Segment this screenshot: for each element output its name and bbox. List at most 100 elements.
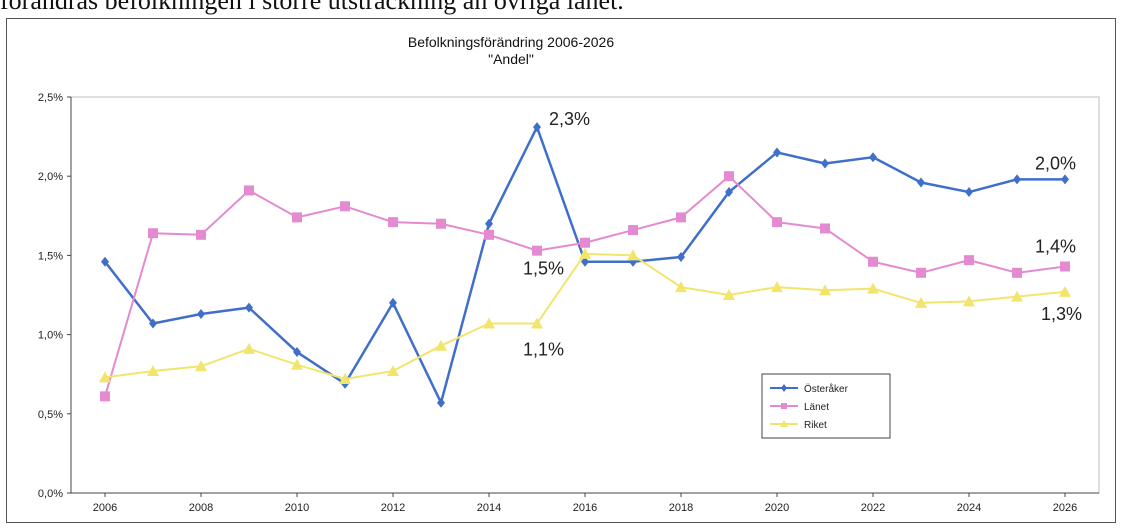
y-tick-label: 2,5% xyxy=(38,92,63,104)
chart-frame: Befolkningsförändring 2006-2026 "Andel" … xyxy=(6,18,1116,523)
data-point-triangle xyxy=(531,317,543,329)
data-point-triangle xyxy=(387,365,399,377)
data-point-square xyxy=(388,217,398,228)
series-2 xyxy=(100,171,1070,402)
series-line xyxy=(104,175,1066,397)
data-label: 2,0% xyxy=(1035,153,1076,173)
data-point-square xyxy=(916,267,926,278)
data-point-triangle xyxy=(963,295,975,307)
data-point-triangle xyxy=(627,249,639,261)
x-tick-label: 2014 xyxy=(477,502,501,514)
data-point-triangle xyxy=(723,289,735,300)
x-tick-label: 2022 xyxy=(861,502,885,514)
x-tick-label: 2026 xyxy=(1053,502,1077,514)
data-point-triangle xyxy=(339,372,351,384)
data-point-triangle xyxy=(1059,285,1071,297)
data-point-diamond xyxy=(1061,174,1069,185)
data-point-square xyxy=(484,229,494,240)
page-intro-text: förändras befolkningen i större utsträck… xyxy=(0,0,624,15)
data-point-triangle xyxy=(675,281,687,293)
data-point-triangle xyxy=(915,296,927,308)
population-change-chart: Befolkningsförändring 2006-2026 "Andel" … xyxy=(38,34,1100,514)
legend-marker xyxy=(780,420,788,427)
x-tick-label: 2020 xyxy=(765,502,789,514)
data-point-square xyxy=(628,225,638,236)
data-point-diamond xyxy=(149,318,157,329)
data-point-square xyxy=(1060,261,1070,272)
data-point-diamond xyxy=(917,177,925,188)
data-label: 1,3% xyxy=(1041,304,1082,324)
data-point-diamond xyxy=(821,158,829,169)
data-point-triangle xyxy=(867,282,879,294)
x-tick-label: 2024 xyxy=(957,502,981,514)
data-point-diamond xyxy=(533,122,541,133)
legend-entry: Riket xyxy=(804,420,827,431)
x-tick-label: 2012 xyxy=(381,502,405,514)
data-point-square xyxy=(772,217,782,228)
legend-marker xyxy=(781,384,787,392)
data-point-square xyxy=(532,245,542,256)
data-point-square xyxy=(580,237,590,248)
data-label: 1,4% xyxy=(1035,236,1076,256)
data-point-square xyxy=(724,171,734,182)
data-point-diamond xyxy=(725,187,733,198)
data-point-triangle xyxy=(819,284,831,296)
chart-title: Befolkningsförändring 2006-2026 xyxy=(408,34,614,50)
data-point-triangle xyxy=(147,365,159,377)
y-tick-label: 1,0% xyxy=(38,330,63,342)
data-point-square xyxy=(676,212,686,223)
chart-series xyxy=(99,122,1071,408)
data-point-diamond xyxy=(197,309,205,320)
data-point-diamond xyxy=(581,256,589,267)
data-point-triangle xyxy=(1011,290,1023,302)
data-point-square xyxy=(1012,267,1022,278)
data-label: 2,3% xyxy=(549,109,590,129)
data-point-triangle xyxy=(99,371,111,383)
data-point-triangle xyxy=(243,342,255,354)
data-point-triangle xyxy=(435,339,447,351)
data-point-square xyxy=(244,185,254,196)
data-point-square xyxy=(964,255,974,266)
x-tick-label: 2006 xyxy=(93,502,117,514)
plot-area-border xyxy=(70,96,1100,494)
y-tick-label: 0,0% xyxy=(38,488,63,500)
data-point-triangle xyxy=(483,317,495,329)
data-point-diamond xyxy=(101,256,109,267)
data-point-diamond xyxy=(869,152,877,163)
data-point-square xyxy=(340,201,350,212)
y-tick-label: 2,0% xyxy=(38,171,63,183)
chart-axes: 0,0% 0,5% 1,0% 1,5% 2,0% 2,5% 2006 2008 2010 2012… xyxy=(38,92,1100,514)
data-point-square xyxy=(196,229,206,240)
data-point-diamond xyxy=(485,218,493,229)
data-label: 1,5% xyxy=(523,259,564,279)
data-point-diamond xyxy=(1013,174,1021,185)
y-tick-label: 1,5% xyxy=(38,250,63,262)
x-tick-label: 2016 xyxy=(573,502,597,514)
data-point-diamond xyxy=(773,147,781,158)
data-point-diamond xyxy=(245,302,253,313)
chart-legend: Österåker Länet Riket xyxy=(761,373,891,439)
data-point-diamond xyxy=(677,251,685,262)
data-point-square xyxy=(868,256,878,267)
x-tick-label: 2018 xyxy=(669,502,693,514)
data-point-triangle xyxy=(579,247,591,259)
series-1 xyxy=(101,122,1069,408)
data-point-triangle xyxy=(195,360,207,372)
data-point-square xyxy=(292,212,302,223)
data-point-square xyxy=(148,228,158,239)
data-point-triangle xyxy=(291,358,303,370)
data-label: 1,1% xyxy=(523,340,564,360)
x-tick-label: 2008 xyxy=(189,502,213,514)
chart-subtitle: "Andel" xyxy=(488,51,534,67)
data-point-square xyxy=(820,223,830,234)
series-3 xyxy=(99,247,1071,384)
chart-data-labels: 2,3% 1,5% 1,1% 2,0% 1,4% 1,3% xyxy=(523,109,1082,359)
legend-entry: Länet xyxy=(804,402,829,413)
data-point-triangle xyxy=(771,281,783,293)
y-tick-label: 0,5% xyxy=(38,409,63,421)
data-point-diamond xyxy=(389,297,397,308)
legend-entry: Österåker xyxy=(804,383,849,395)
legend-marker xyxy=(781,403,787,409)
data-point-diamond xyxy=(965,187,973,198)
data-point-square xyxy=(100,391,110,402)
